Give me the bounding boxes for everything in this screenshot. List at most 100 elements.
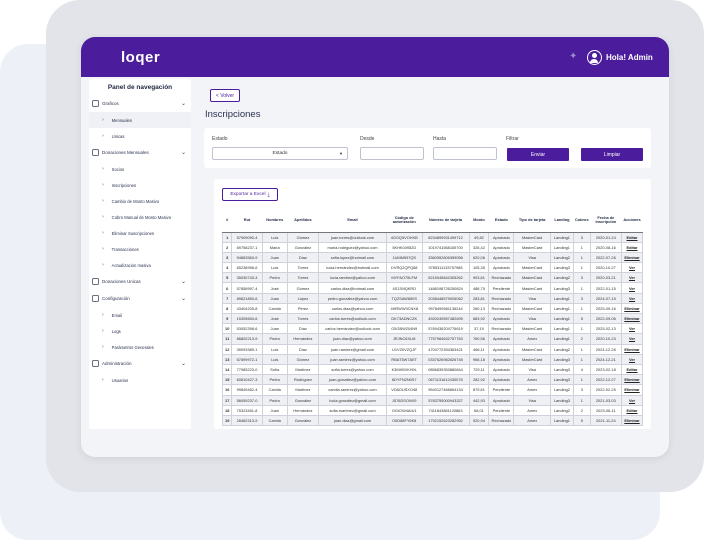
sidebar-item-label: Logs: [111, 328, 121, 334]
column-header: Landing: [550, 209, 574, 233]
row-action-link[interactable]: Editar: [620, 241, 644, 253]
table-cell: 2022-01-15: [589, 282, 622, 294]
table-cell: Luis: [261, 353, 288, 365]
table-cell: 466,11: [468, 343, 490, 355]
row-action-link[interactable]: Editar: [620, 404, 644, 416]
table-cell: 2023-06-11: [589, 404, 622, 416]
column-header: Fecha de inscripción: [590, 209, 622, 233]
inscripciones-table: # Rut Nombres Apellidos Email Código de autor…: [221, 209, 644, 427]
row-action-link[interactable]: Ver: [620, 323, 644, 335]
table-cell: Landing2: [549, 343, 574, 355]
table-cell: 8: [221, 302, 233, 315]
table-cell: juan.diaz@yahoo.com: [318, 333, 387, 345]
table-cell: 19: [221, 414, 233, 427]
user-menu[interactable]: Hola! Admin: [587, 50, 653, 65]
chevron-right-icon: ›: [102, 166, 104, 172]
sidebar-item[interactable]: › Mensuales: [89, 112, 191, 128]
row-action-link[interactable]: Ver: [620, 272, 644, 284]
sidebar-item[interactable]: › Parámetros Generales: [89, 339, 191, 355]
row-action-link[interactable]: Ver: [620, 282, 644, 294]
sidebar-item-label: Socios: [111, 166, 125, 172]
estado-select[interactable]: Estado ▼: [212, 147, 348, 160]
table-cell: Landing3: [549, 363, 574, 376]
table-cell: TQ2SAW850S: [385, 292, 423, 304]
sidebar-section[interactable]: Donaciones Mensuales ⌄: [89, 144, 191, 161]
sidebar-item[interactable]: › Email: [89, 307, 191, 323]
sidebar-item[interactable]: › Cambio de Monto Masivo: [89, 193, 191, 209]
table-cell: Juan: [261, 404, 288, 416]
row-action-link[interactable]: Ver: [620, 394, 644, 406]
sidebar-item[interactable]: › Unicas: [89, 128, 191, 144]
row-action-link[interactable]: Eliminar: [620, 302, 644, 315]
table-cell: Visa: [513, 394, 551, 406]
section-icon: [92, 100, 99, 107]
table-cell: González: [286, 414, 320, 427]
table-cell: 99849452-4: [231, 384, 263, 396]
sidebar-item[interactable]: › Cobro Manual de Monto Masivo: [89, 209, 191, 225]
sidebar-item[interactable]: › Usuarios: [89, 372, 191, 388]
table-cell: 2024-12-21: [589, 353, 622, 365]
enviar-button[interactable]: Enviar: [507, 148, 569, 161]
desde-input[interactable]: [360, 147, 424, 160]
row-action-link[interactable]: Ver: [620, 353, 644, 365]
table-cell: Landing1: [549, 312, 574, 325]
table-row: 19 28462313-9 Camila González juan.diaz@gmai…: [221, 414, 644, 427]
hasta-label: Hasta: [433, 136, 447, 142]
row-action-link[interactable]: Eliminar: [620, 343, 644, 355]
sidebar-section[interactable]: Donaciones Unicas ⌄: [89, 273, 191, 290]
table-cell: Landing2: [549, 251, 574, 264]
table-cell: 1: [572, 343, 591, 355]
table-row: 7 89621850-6 Juan López pedro.gonzález@yahoo…: [221, 292, 644, 304]
table-cell: carlos.hernández@outlook.com: [318, 323, 387, 335]
row-action-link[interactable]: Ver: [620, 262, 644, 274]
sparkle-icon[interactable]: ✦: [569, 51, 578, 62]
row-action-link[interactable]: Eliminar: [620, 374, 644, 386]
column-header: Rut: [231, 209, 263, 233]
chevron-right-icon: ›: [102, 262, 104, 268]
table-cell: 1: [572, 323, 591, 335]
sidebar-item-label: Unicas: [111, 133, 125, 139]
row-action-link[interactable]: Eliminar: [620, 312, 644, 325]
sidebar-item[interactable]: › Inscripciones: [89, 177, 191, 193]
table-cell: sofia.lopez@hotmail.com: [318, 251, 387, 264]
sidebar-item[interactable]: › Transacciones: [89, 241, 191, 257]
table-cell: Aprobado: [488, 251, 515, 264]
table-cell: juan.ramirez@yahoo.com: [318, 353, 387, 365]
sidebar-item[interactable]: › Logs: [89, 323, 191, 339]
back-button[interactable]: < Volver: [210, 89, 240, 102]
table-cell: 620,06: [468, 251, 490, 264]
sidebar-item[interactable]: › Actualizacion masiva: [89, 257, 191, 273]
table-cell: 5215045842305262: [421, 272, 470, 284]
table-cell: 2: [572, 333, 591, 345]
sidebar-section[interactable]: Graficos ⌄: [89, 95, 191, 112]
table-cell: Luis: [261, 343, 288, 355]
hasta-input[interactable]: [433, 147, 497, 160]
table-cell: maria.rodriguez@yahoo.com: [318, 241, 387, 253]
sidebar-item[interactable]: › Eliminar Suscripciones: [89, 225, 191, 241]
row-action-link[interactable]: Editar: [620, 363, 644, 376]
sidebar-item[interactable]: › Socios: [89, 161, 191, 177]
download-icon: ⤓: [267, 192, 270, 198]
table-cell: MasterCard: [513, 343, 551, 355]
chevron-right-icon: ›: [102, 312, 104, 318]
limpiar-button[interactable]: Limpiar: [581, 148, 643, 161]
row-action-link[interactable]: Editar: [620, 231, 644, 243]
logo: loqer: [121, 49, 161, 66]
sidebar-section[interactable]: Configuración ⌄: [89, 290, 191, 307]
row-action-link[interactable]: Eliminar: [620, 384, 644, 396]
sidebar-section[interactable]: Administración ⌄: [89, 355, 191, 372]
row-action-link[interactable]: Eliminar: [620, 251, 644, 264]
table-cell: 6: [221, 282, 233, 294]
user-icon: [587, 50, 602, 65]
sidebar-item-label: Email: [111, 312, 123, 318]
table-cell: Landing2: [549, 384, 574, 396]
export-excel-button[interactable]: Exportar a Excel ⤓: [222, 188, 278, 201]
table-card: Exportar a Excel ⤓ # Rut Nombres Apellidos E…: [214, 179, 651, 429]
table-cell: Aprobado: [488, 353, 515, 365]
row-action-link[interactable]: Ver: [620, 292, 644, 304]
row-action-link[interactable]: Eliminar: [620, 414, 644, 427]
table-cell: DK73ADNCZK: [385, 312, 423, 325]
row-action-link[interactable]: Ver: [620, 333, 644, 345]
table-cell: 56059237-0: [231, 394, 263, 406]
table-cell: Landing1: [549, 414, 574, 427]
